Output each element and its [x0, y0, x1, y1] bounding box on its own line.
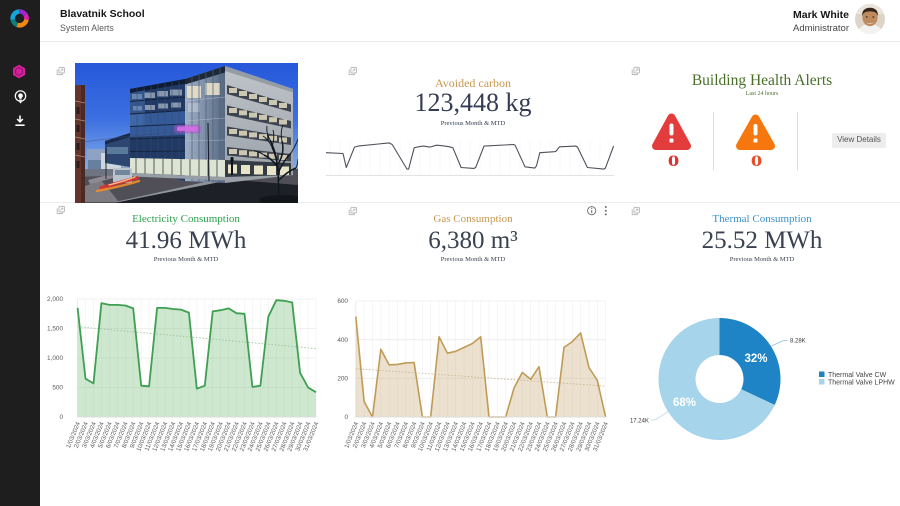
svg-text:Thermal Valve CW: Thermal Valve CW — [828, 372, 887, 379]
svg-text:8.28K: 8.28K — [790, 339, 806, 345]
svg-text:17.24K: 17.24K — [630, 418, 649, 424]
svg-text:2,000: 2,000 — [47, 296, 63, 303]
svg-text:1,500: 1,500 — [47, 326, 63, 333]
svg-text:0: 0 — [344, 414, 348, 421]
svg-text:400: 400 — [337, 337, 348, 344]
svg-text:68%: 68% — [673, 397, 696, 409]
svg-text:32%: 32% — [744, 353, 767, 365]
svg-text:Thermal Valve LPHW: Thermal Valve LPHW — [828, 379, 895, 386]
svg-text:500: 500 — [52, 385, 63, 392]
svg-text:200: 200 — [337, 376, 348, 383]
svg-text:600: 600 — [337, 298, 348, 305]
svg-text:1,000: 1,000 — [47, 355, 63, 362]
svg-text:0: 0 — [59, 414, 63, 421]
